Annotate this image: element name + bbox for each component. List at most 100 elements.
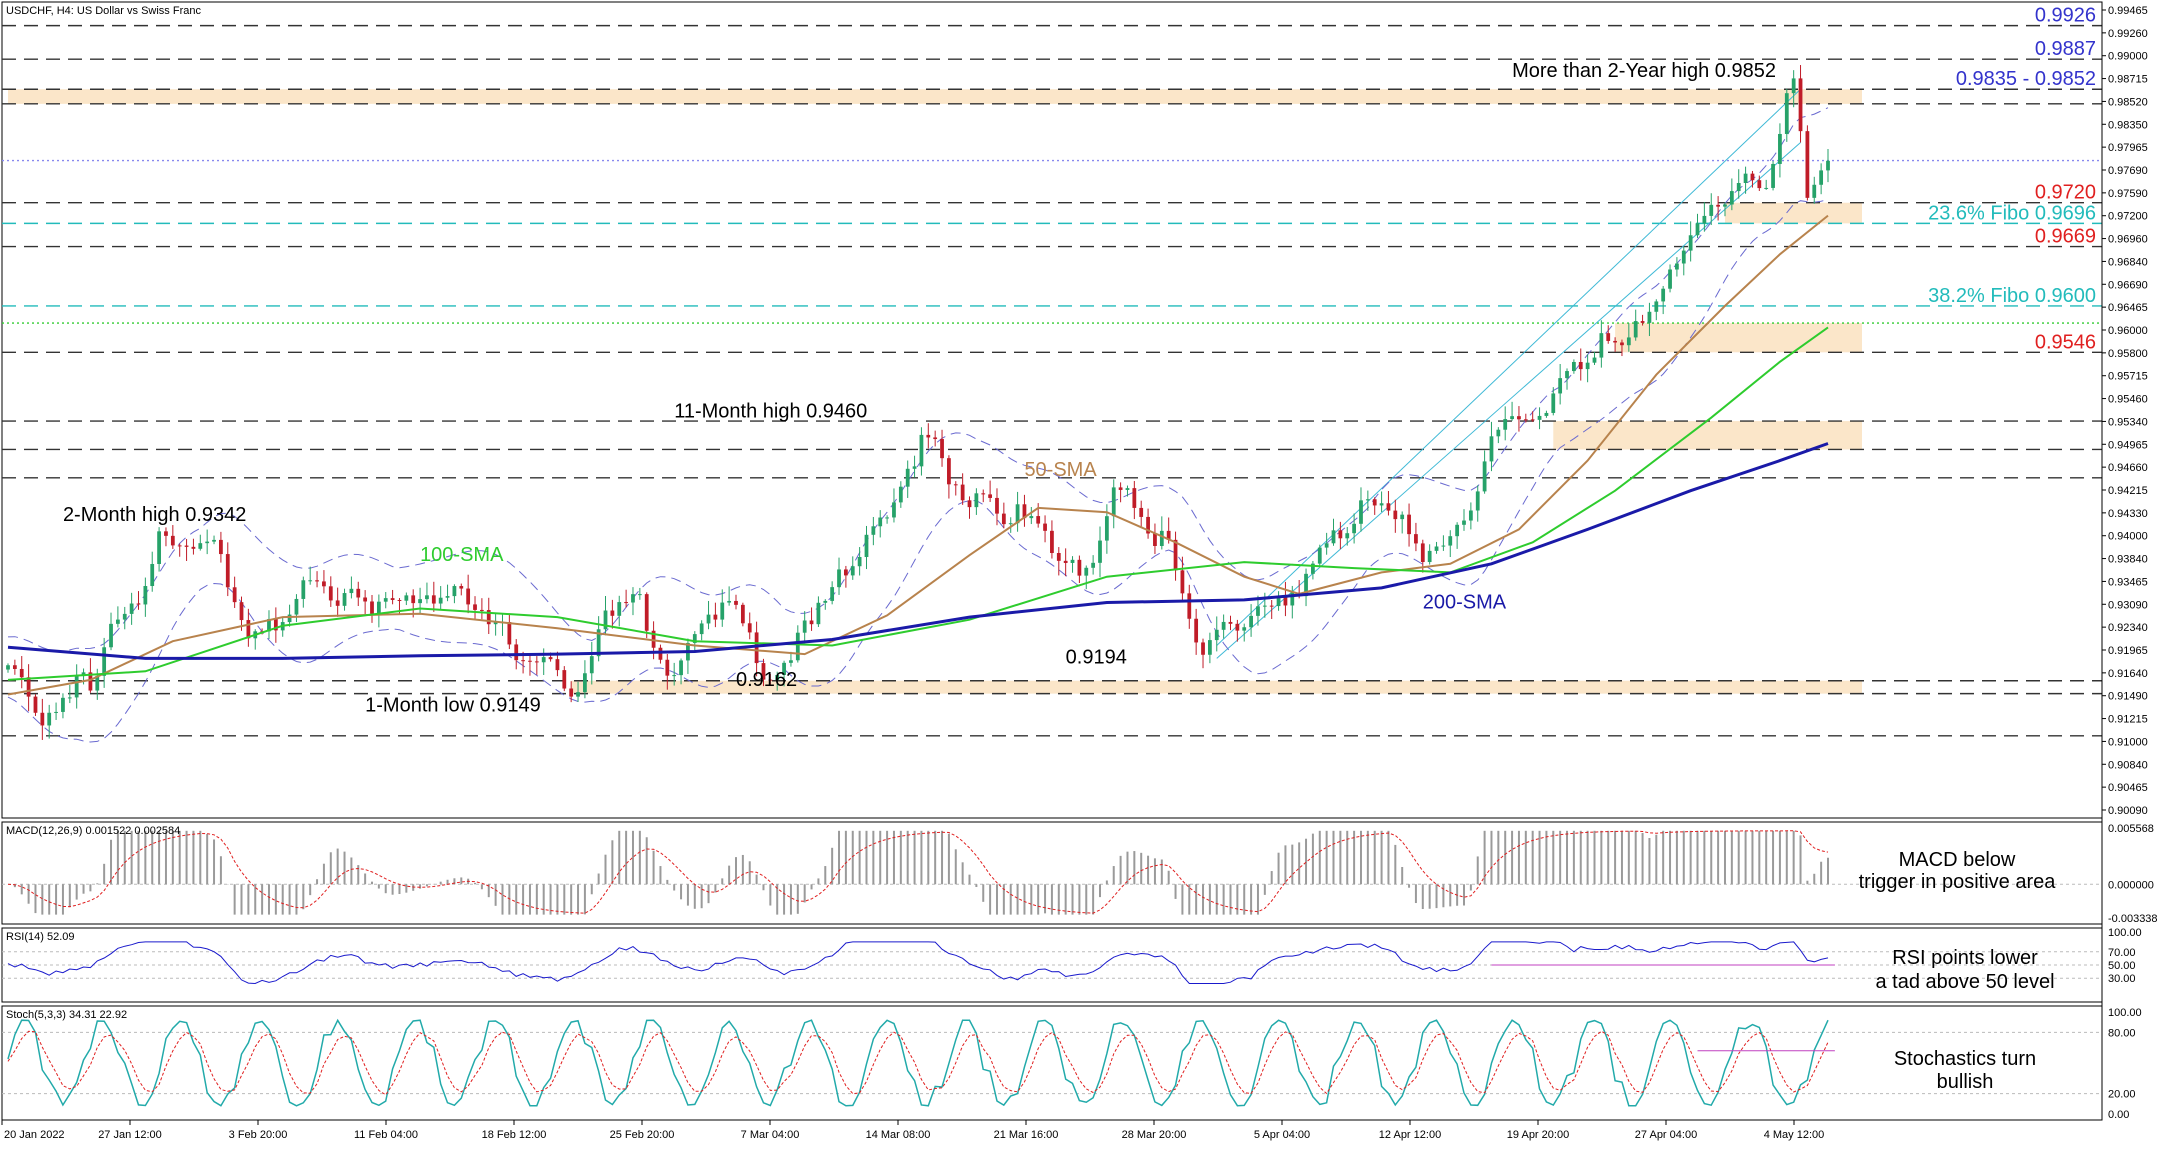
candle-body	[287, 614, 292, 623]
candle-body	[1784, 93, 1789, 134]
level-label: 0.9835 - 0.9852	[1956, 68, 2096, 90]
level-label: 23.6% Fibo 0.9696	[1928, 202, 2096, 224]
level-label: 0.9720	[2035, 182, 2096, 204]
candle-body	[1791, 78, 1796, 94]
candle-body	[1352, 523, 1357, 534]
candle-body	[1008, 523, 1013, 525]
candle-body	[1256, 606, 1260, 616]
candle-body	[1599, 333, 1604, 358]
stoch-k-line	[7, 1018, 1829, 1107]
candle-body	[349, 588, 354, 594]
candle-body	[775, 674, 780, 680]
annotations-layer: More than 2-Year high 0.9852 11-Month hig…	[63, 60, 1776, 716]
candle-body	[933, 437, 938, 440]
candle-body	[1056, 553, 1061, 561]
price-tick-label: 0.90465	[2108, 782, 2148, 794]
candle-body	[1283, 596, 1288, 606]
rsi-line	[7, 941, 1829, 985]
candle-body	[1462, 520, 1466, 525]
candle-body	[191, 546, 196, 549]
candle-body	[1578, 361, 1583, 370]
candle-body	[740, 604, 745, 624]
candle-body	[1015, 504, 1020, 524]
rsi-axis-label: 50.00	[2108, 960, 2136, 972]
candle-body	[383, 598, 388, 602]
candle-body	[768, 679, 773, 681]
candle-body	[390, 598, 395, 600]
ma-line-200-sma	[7, 442, 1829, 660]
candle-body	[452, 586, 457, 597]
candle-body	[603, 610, 608, 630]
macd-note-line2: trigger in positive area	[1859, 871, 2057, 893]
candle-body	[1407, 514, 1411, 535]
candle-body	[1544, 412, 1549, 416]
candle-body	[1063, 560, 1068, 563]
candle-body	[6, 665, 10, 670]
candle-body	[1798, 78, 1803, 132]
candle-body	[528, 660, 532, 662]
candle-body	[315, 580, 319, 582]
candle-body	[1482, 461, 1487, 492]
candle-body	[947, 458, 951, 485]
time-tick-label: 21 Mar 16:00	[994, 1129, 1059, 1141]
stoch-layer: 100.00 80.00 20.00 0.00	[2, 1007, 2142, 1121]
macd-label: MACD(12,26,9) 0.001522 0.002584	[6, 825, 180, 837]
candle-body	[411, 595, 416, 604]
candle-body	[843, 569, 848, 576]
price-tick-label: 0.93090	[2108, 599, 2148, 611]
candle-body	[1269, 605, 1274, 607]
price-tick-label: 0.94000	[2108, 531, 2148, 543]
candle-body	[232, 587, 237, 603]
candle-body	[706, 614, 711, 624]
candle-body	[1434, 546, 1439, 551]
candle-body	[1723, 204, 1727, 207]
price-tick-label: 0.96690	[2108, 279, 2148, 291]
candle-body	[809, 620, 814, 625]
candle-body	[905, 468, 910, 487]
price-tick-label: 0.91640	[2108, 668, 2148, 680]
stoch-label: Stoch(5,3,3) 34.31 22.92	[6, 1009, 127, 1021]
candle-body	[953, 484, 958, 486]
candle-body	[322, 581, 326, 587]
candle-body	[967, 500, 972, 508]
macd-signal-line	[7, 830, 1829, 914]
candle-body	[589, 656, 594, 674]
candle-body	[466, 588, 471, 605]
candle-body	[624, 602, 629, 604]
candle-body	[514, 644, 519, 661]
candle-body	[225, 554, 230, 588]
level-label: 0.9887	[2035, 38, 2096, 60]
chart-annotation: 2-Month high 0.9342	[63, 504, 246, 526]
candle-body	[47, 712, 52, 726]
candle-body	[823, 600, 828, 603]
time-tick-label: 3 Feb 20:00	[229, 1129, 288, 1141]
candle-body	[1503, 419, 1508, 430]
time-tick-label: 12 Apr 12:00	[1379, 1129, 1441, 1141]
price-tick-label: 0.94965	[2108, 439, 2148, 451]
candle-body	[651, 630, 656, 648]
candle-body	[459, 586, 464, 589]
price-tick-label: 0.95715	[2108, 371, 2148, 383]
candle-body	[1805, 131, 1810, 198]
candle-body	[534, 661, 539, 663]
moving-averages-layer	[7, 214, 1829, 696]
candle-body	[122, 613, 127, 620]
candle-body	[1455, 524, 1460, 537]
candle-body	[1400, 514, 1405, 520]
candle-body	[871, 526, 876, 535]
stoch-axis-label: 80.00	[2108, 1027, 2136, 1039]
candle-body	[431, 595, 436, 604]
price-tick-label: 0.96000	[2108, 325, 2148, 337]
chart-annotation: 200-SMA	[1423, 592, 1507, 614]
candle-body	[1050, 530, 1054, 554]
rsi-axis-label: 30.00	[2108, 973, 2136, 985]
candle-body	[1393, 510, 1398, 520]
candle-body	[1729, 191, 1734, 205]
support-resistance-zone	[1724, 202, 1862, 224]
time-tick-label: 25 Feb 20:00	[610, 1129, 675, 1141]
candle-body	[940, 439, 944, 459]
candle-body	[1324, 543, 1329, 548]
candle-body	[644, 594, 649, 631]
candle-body	[1359, 500, 1363, 524]
